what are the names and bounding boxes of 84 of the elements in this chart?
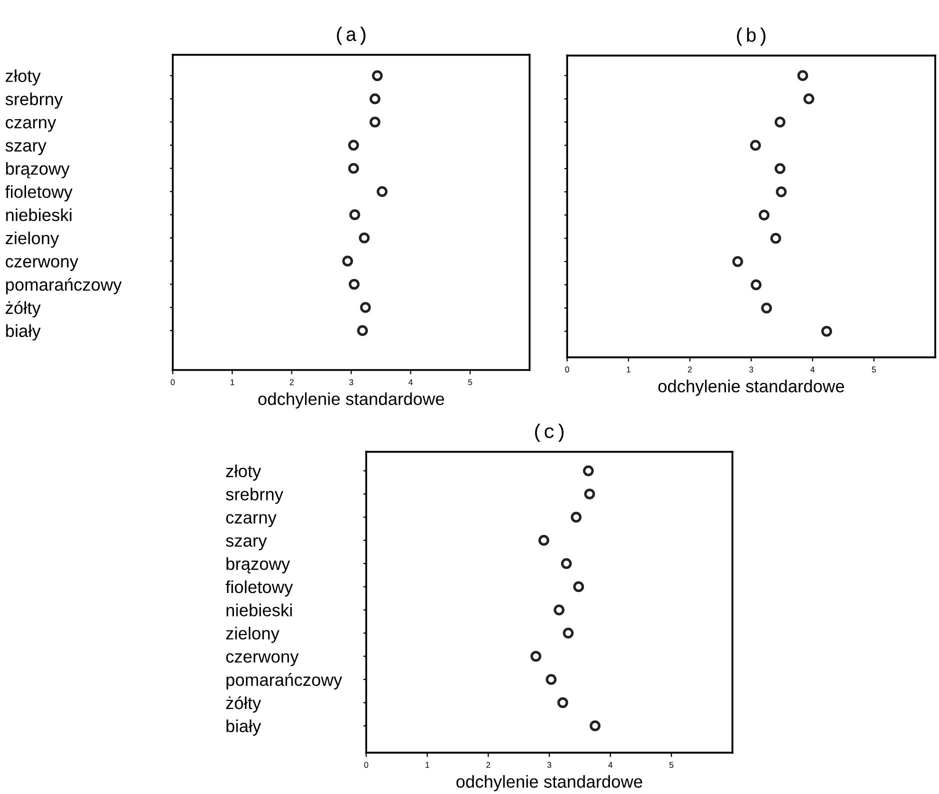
point xyxy=(370,93,380,104)
point xyxy=(750,279,762,290)
point xyxy=(803,93,814,104)
x-tick-label: 1 xyxy=(626,366,630,372)
y-tick-label: fioletowy xyxy=(226,580,293,597)
y-tick-label: czerwony xyxy=(226,653,299,666)
y-tick-label: czarny xyxy=(6,118,56,132)
point xyxy=(530,650,542,662)
point xyxy=(562,628,574,638)
point xyxy=(774,163,786,174)
x-axis-title: odchylenie standardowe xyxy=(658,380,844,396)
x-tick-label: 2 xyxy=(486,762,490,768)
y-tick-label: fioletowy xyxy=(5,185,73,202)
point xyxy=(750,140,761,151)
point xyxy=(348,162,359,174)
chart-title: (c) xyxy=(535,424,564,442)
x-tick-label: 4 xyxy=(608,762,612,768)
y-tick-label: szary xyxy=(5,142,46,156)
y-tick-label: srebrny xyxy=(226,488,284,504)
point xyxy=(732,256,744,267)
point xyxy=(557,697,568,708)
x-tick-label: 0 xyxy=(170,379,175,386)
point xyxy=(357,325,368,336)
point xyxy=(348,278,360,290)
y-tick-label: niebieski xyxy=(226,604,292,616)
y-tick-label: żółty xyxy=(6,301,41,318)
x-tick-label: 5 xyxy=(872,366,876,372)
point xyxy=(538,534,550,546)
point xyxy=(797,70,808,81)
point xyxy=(573,581,584,592)
point xyxy=(582,465,594,476)
y-tick-label: zielony xyxy=(6,232,60,248)
point xyxy=(758,210,770,220)
point xyxy=(560,558,572,569)
x-tick-label: 2 xyxy=(290,379,294,386)
y-tick-label: brązowy xyxy=(226,557,290,574)
point xyxy=(370,116,380,128)
x-tick-label: 0 xyxy=(364,762,368,768)
point xyxy=(774,116,786,128)
point xyxy=(761,302,772,314)
y-tick-label: pomarańczowy xyxy=(6,278,122,294)
chart-title: (b) xyxy=(736,28,766,46)
point xyxy=(546,674,557,685)
x-tick-label: 3 xyxy=(749,366,754,372)
point xyxy=(376,186,388,197)
x-axis-title: odchylenie standardowe xyxy=(456,775,642,792)
y-tick-label: czerwony xyxy=(6,258,78,271)
x-tick-label: 3 xyxy=(547,762,552,768)
y-tick-label: żółty xyxy=(226,696,262,713)
point xyxy=(821,326,832,337)
point xyxy=(349,209,360,220)
y-tick-label: złoty xyxy=(6,69,41,86)
x-tick-label: 4 xyxy=(810,366,815,372)
x-axis-title: odchylenie standardowe xyxy=(258,392,444,409)
point xyxy=(584,488,596,500)
point xyxy=(360,302,371,313)
y-tick-label: brązowy xyxy=(6,162,70,178)
y-tick-label: złoty xyxy=(226,464,262,481)
point xyxy=(776,186,787,198)
y-tick-label: pomarańczowy xyxy=(226,673,342,690)
x-tick-label: 4 xyxy=(408,379,413,386)
x-tick-label: 2 xyxy=(688,366,692,372)
y-tick-label: czarny xyxy=(226,514,277,528)
y-tick-label: biały xyxy=(6,324,41,340)
y-tick-label: biały xyxy=(226,720,262,736)
point xyxy=(570,512,582,523)
y-tick-label: srebrny xyxy=(5,92,63,109)
x-tick-label: 3 xyxy=(349,379,354,386)
y-tick-label: zielony xyxy=(226,626,280,643)
x-tick-label: 5 xyxy=(669,762,674,768)
x-tick-label: 5 xyxy=(468,379,472,386)
point xyxy=(372,70,383,82)
y-tick-label: niebieski xyxy=(6,208,72,222)
point xyxy=(348,140,359,151)
point xyxy=(358,232,370,244)
x-tick-label: 0 xyxy=(565,366,570,372)
point xyxy=(770,232,782,244)
point xyxy=(590,720,601,732)
x-tick-label: 1 xyxy=(230,379,234,386)
y-tick-label: szary xyxy=(226,537,267,550)
chart-title: (a) xyxy=(336,26,366,45)
x-tick-label: 1 xyxy=(426,762,430,768)
point xyxy=(554,604,564,616)
point xyxy=(342,256,354,266)
